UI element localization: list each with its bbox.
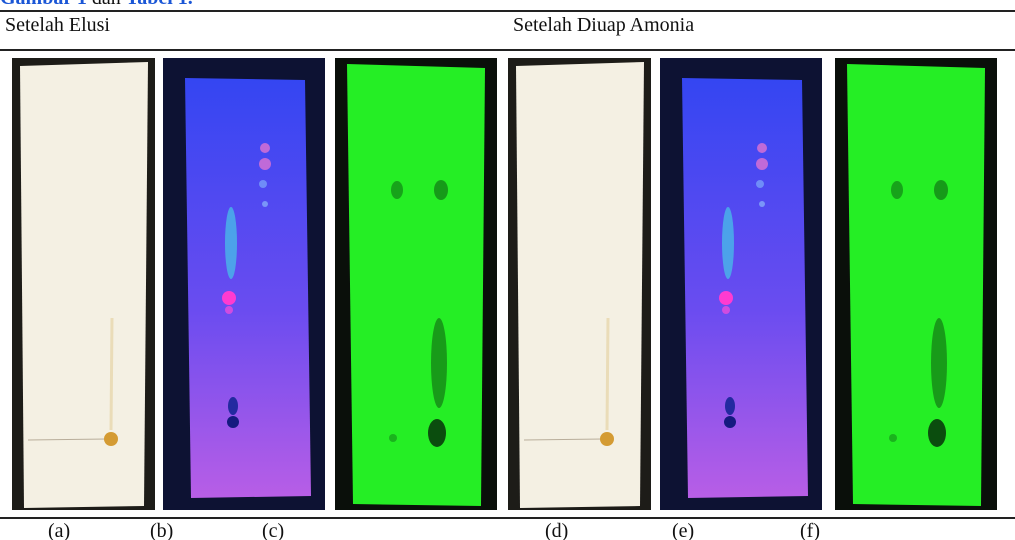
table-ref[interactable]: Tabel 1. — [126, 0, 193, 9]
column-header: Setelah Diuap Amonia — [513, 14, 695, 36]
figure-ref[interactable]: Gambar 1 — [0, 0, 87, 9]
plate-label: (b) — [150, 520, 174, 540]
column-header: Setelah Elusi — [5, 14, 110, 36]
plate-label: (f) — [800, 520, 820, 540]
caption-conj: dan — [92, 0, 121, 9]
plate-label: (c) — [262, 520, 285, 540]
plate-label: (d) — [545, 520, 569, 540]
plate-label: (a) — [48, 520, 71, 540]
rule — [0, 49, 1015, 51]
plate-label: (e) — [672, 520, 695, 540]
caption-ref: Gambar 1 dan Tabel 1. — [0, 0, 193, 10]
rule — [0, 517, 1015, 519]
rule — [0, 10, 1015, 12]
